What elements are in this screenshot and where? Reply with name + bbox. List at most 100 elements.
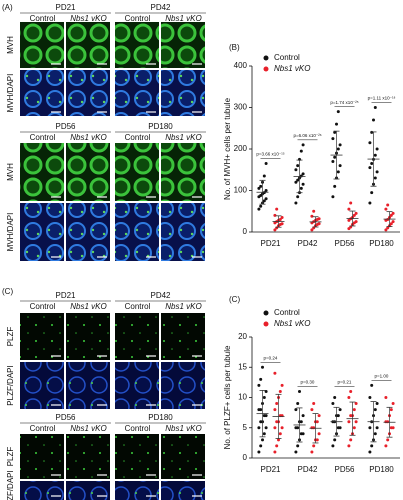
micrograph [115, 22, 159, 68]
y-tick-label: 15 [238, 362, 247, 371]
data-point [372, 118, 375, 122]
condition-label: Control [30, 14, 56, 23]
x-tick-label: PD42 [297, 239, 318, 248]
data-point [312, 209, 316, 213]
y-axis-label: No. of MVH+ cells per tubule [223, 97, 232, 200]
y-tick-label: 10 [238, 393, 247, 402]
legend-marker [263, 310, 269, 316]
condition-label: Control [30, 302, 56, 311]
micrograph [20, 313, 64, 360]
p-value: p=0.24 [264, 355, 278, 360]
data-point [312, 444, 316, 448]
condition-label: Control [125, 14, 151, 23]
condition-label: Nbs1 vKO [165, 14, 201, 23]
data-point [352, 408, 356, 412]
age-header: PD56 [55, 413, 76, 422]
condition-label: Control [125, 133, 151, 142]
x-tick-label: PD180 [369, 239, 394, 248]
data-point [391, 426, 395, 430]
row-label: MVH/DAPI [6, 213, 15, 252]
data-point [264, 197, 268, 201]
condition-label: Control [125, 424, 151, 433]
micrograph [20, 481, 64, 500]
data-point [333, 396, 337, 399]
data-point [301, 432, 305, 436]
data-point [299, 149, 303, 153]
data-point [368, 166, 372, 170]
condition-label: Control [125, 302, 151, 311]
micrograph [161, 362, 205, 409]
data-point [354, 420, 358, 424]
row-label: MVH [6, 163, 15, 181]
data-point [338, 408, 342, 412]
data-point [280, 426, 284, 430]
data-point [280, 383, 284, 387]
data-point [301, 172, 305, 176]
p-value: p=0.21 [338, 380, 352, 385]
y-tick-label: 100 [234, 186, 248, 195]
data-point [296, 164, 300, 168]
micrograph [115, 143, 159, 201]
data-point [261, 438, 264, 442]
data-point [264, 189, 268, 192]
data-point [261, 365, 264, 369]
age-header: PD42 [150, 3, 171, 12]
data-point [317, 222, 321, 226]
data-point [262, 174, 266, 178]
data-point [333, 155, 337, 159]
data-point [257, 207, 261, 211]
data-point [331, 402, 335, 406]
data-point [262, 432, 266, 436]
data-point [278, 432, 282, 436]
data-point [275, 444, 279, 448]
data-point [336, 414, 340, 418]
age-header: PD180 [148, 122, 173, 131]
condition-label: Nbs1 vKO [165, 133, 201, 142]
data-point [331, 195, 335, 199]
data-point [278, 389, 282, 393]
condition-label: Nbs1 vKO [70, 14, 106, 23]
micrograph [115, 203, 159, 261]
data-point [391, 220, 395, 224]
micrograph [66, 22, 110, 68]
data-point [312, 402, 316, 406]
x-tick-label: PD56 [334, 239, 355, 248]
age-header: PD42 [150, 291, 171, 300]
x-tick-label: PD42 [297, 465, 318, 474]
data-point [315, 420, 319, 424]
micrograph [115, 434, 159, 479]
data-point [277, 438, 280, 442]
data-point [375, 147, 379, 151]
data-point [294, 180, 298, 184]
y-tick-label: 20 [238, 332, 247, 341]
condition-label: Control [30, 424, 56, 433]
data-point [259, 184, 263, 188]
micrograph [20, 70, 64, 116]
data-point [331, 159, 335, 163]
data-point [310, 214, 314, 218]
data-point [315, 438, 319, 442]
data-point [370, 383, 374, 387]
data-point [294, 168, 298, 172]
data-point [273, 450, 277, 454]
y-axis-label: No. of PLZF+ cells per tubule [223, 345, 232, 449]
data-point [259, 408, 263, 412]
micrograph [66, 143, 110, 201]
micrograph [161, 143, 205, 201]
micrograph [161, 70, 205, 116]
legend-marker [263, 55, 269, 61]
data-point [368, 426, 372, 430]
data-point [296, 178, 300, 182]
data-point [275, 207, 279, 211]
data-point [259, 204, 263, 208]
micrograph [115, 313, 159, 360]
data-point [386, 203, 390, 207]
data-point [368, 201, 372, 205]
data-point [301, 182, 305, 186]
data-point [299, 186, 303, 190]
panel-label: (A) [2, 3, 13, 12]
data-point [257, 450, 261, 454]
data-point [347, 207, 351, 211]
micrograph [66, 203, 110, 261]
data-point [389, 408, 393, 412]
